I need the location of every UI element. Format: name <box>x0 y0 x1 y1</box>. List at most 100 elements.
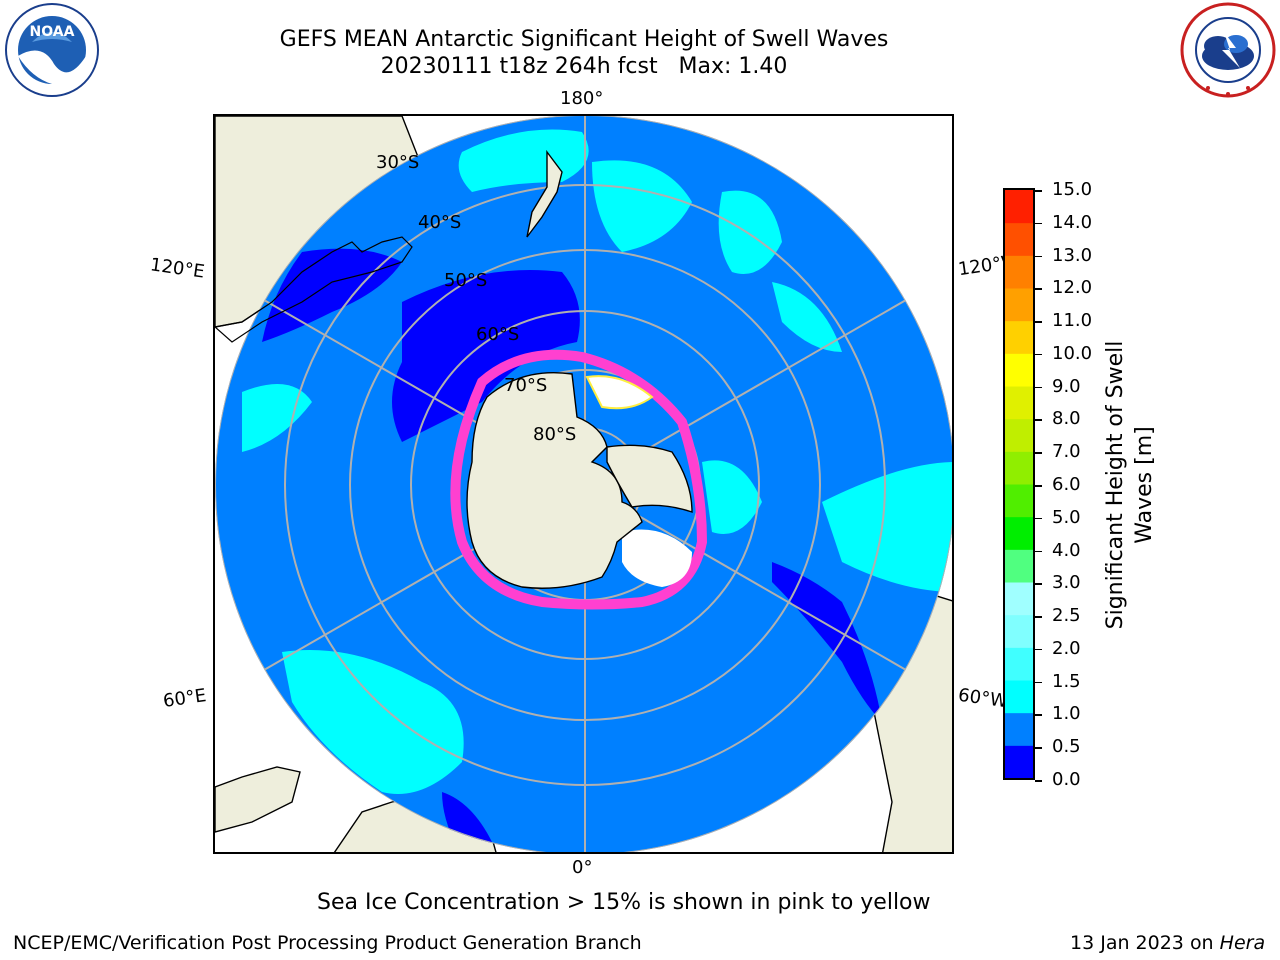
date-prefix: 13 Jan 2023 on <box>1070 932 1220 954</box>
colorbar-tick-mark <box>1035 648 1042 651</box>
map-title-line1: GEFS MEAN Antarctic Significant Height o… <box>279 27 889 52</box>
colorbar-swatch <box>1005 190 1033 224</box>
colorbar-swatch <box>1005 288 1033 322</box>
colorbar-tick-label: 14.0 <box>1052 211 1093 233</box>
noaa-logo: NOAA <box>2 2 102 102</box>
colorbar-tick-label: 10.0 <box>1052 342 1093 364</box>
sea-ice-weddell <box>622 529 692 587</box>
colorbar-tick-mark <box>1035 419 1042 421</box>
swell-region-cyan-8 <box>282 650 464 794</box>
colorbar-tick-mark <box>1035 616 1042 618</box>
colorbar-swatch <box>1005 386 1033 420</box>
swell-region-cyan-4 <box>772 282 842 352</box>
lat-label-50s: 50°S <box>444 270 488 291</box>
colorbar-swatch <box>1005 516 1033 550</box>
colorbar-tick-mark <box>1035 222 1042 225</box>
colorbar-tick-label: 0.5 <box>1052 736 1081 758</box>
lon-label-lower-right: 60°W <box>956 684 1009 713</box>
colorbar-title: Significant Height of Swell Waves [m] <box>1101 315 1159 655</box>
colorbar-title-line2: Waves [m] <box>1132 426 1157 544</box>
colorbar-tick-mark <box>1035 583 1042 585</box>
lat-label-30s: 30°S <box>376 152 420 173</box>
lat-label-80s: 80°S <box>533 424 577 445</box>
colorbar-tick-label: 8.0 <box>1052 408 1081 430</box>
nws-logo <box>1178 2 1278 102</box>
colorbar-tick-mark <box>1035 452 1042 454</box>
colorbar-tick-label: 11.0 <box>1052 310 1093 332</box>
colorbar-tick-mark <box>1035 386 1042 389</box>
lat-label-40s: 40°S <box>418 212 462 233</box>
sea-ice-ross <box>585 375 654 410</box>
lat-label-70s: 70°S <box>504 375 548 396</box>
colorbar-swatch <box>1005 484 1033 518</box>
colorbar-swatch <box>1005 647 1033 681</box>
polar-map <box>213 114 954 854</box>
colorbar-tick-mark <box>1035 485 1042 487</box>
sea-ice-note: Sea Ice Concentration > 15% is shown in … <box>317 890 931 915</box>
swell-region-cyan-3 <box>718 190 782 274</box>
date-host: Hera <box>1219 932 1266 954</box>
colorbar-swatches <box>1005 190 1033 778</box>
lon-label-upper-left: 120°E <box>148 254 206 283</box>
colorbar-tick-label: 13.0 <box>1052 244 1093 266</box>
colorbar-tick-label: 15.0 <box>1052 179 1093 200</box>
colorbar-tick-mark <box>1035 288 1042 290</box>
colorbar-swatch <box>1005 712 1033 746</box>
colorbar-tick-mark <box>1035 321 1042 323</box>
colorbar-tick-mark <box>1035 190 1042 192</box>
colorbar-tick-mark <box>1035 780 1042 782</box>
colorbar-tick-label: 0.0 <box>1052 769 1081 790</box>
colorbar-swatch <box>1005 745 1033 778</box>
colorbar-tick-label: 6.0 <box>1052 474 1081 495</box>
colorbar-tick-mark <box>1035 517 1042 520</box>
colorbar-tick-mark <box>1035 747 1042 749</box>
colorbar-swatch <box>1005 255 1033 289</box>
colorbar-tick-label: 1.0 <box>1052 703 1081 725</box>
swell-region-cyan-5 <box>242 384 312 452</box>
colorbar-swatch <box>1005 418 1033 452</box>
swell-region-cyan-6 <box>702 460 762 534</box>
madagascar-land <box>215 766 301 833</box>
credit-text: NCEP/EMC/Verification Post Processing Pr… <box>13 932 642 954</box>
east-antarctica-land <box>606 444 693 513</box>
colorbar-tick-label: 5.0 <box>1052 506 1081 528</box>
date-text: 13 Jan 2023 on Hera <box>1070 932 1265 954</box>
colorbar-swatch <box>1005 614 1033 648</box>
low-swell-region-1 <box>392 270 580 442</box>
swell-region-cyan-7 <box>822 462 952 592</box>
lon-label-lower-left: 60°E <box>161 685 208 712</box>
colorbar-tick-label: 3.0 <box>1052 572 1081 594</box>
colorbar-tick-mark <box>1035 353 1042 356</box>
polar-map-svg <box>215 116 952 852</box>
colorbar-tick-label: 4.0 <box>1052 539 1081 561</box>
colorbar-tick-label: 2.0 <box>1052 637 1081 659</box>
colorbar-tick-label: 2.5 <box>1052 605 1081 627</box>
antarctica-land <box>466 371 643 589</box>
colorbar-swatch <box>1005 353 1033 387</box>
colorbar-swatch <box>1005 222 1033 256</box>
colorbar-tick-mark <box>1035 681 1042 684</box>
noaa-logo-text: NOAA <box>30 24 75 40</box>
colorbar-swatch <box>1005 549 1033 583</box>
colorbar-swatch <box>1005 680 1033 714</box>
low-swell-region-3 <box>772 562 882 722</box>
colorbar-tick-label: 12.0 <box>1052 277 1093 299</box>
colorbar-tick-label: 7.0 <box>1052 441 1081 463</box>
lon-label-bottom: 0° <box>572 857 593 878</box>
lon-label-top: 180° <box>560 88 604 109</box>
colorbar-tick-mark <box>1035 714 1042 716</box>
colorbar <box>1003 188 1035 780</box>
colorbar-swatch <box>1005 451 1033 485</box>
colorbar-tick-mark <box>1035 255 1042 258</box>
colorbar-swatch <box>1005 582 1033 616</box>
colorbar-tick-label: 1.5 <box>1052 670 1081 692</box>
new-zealand-land <box>526 149 563 238</box>
sea-ice-edge <box>450 349 708 610</box>
lat-label-60s: 60°S <box>476 324 520 345</box>
map-title-line2: 20230111 t18z 264h fcst Max: 1.40 <box>380 54 788 79</box>
colorbar-tick-mark <box>1035 550 1042 553</box>
colorbar-tick-label: 9.0 <box>1052 375 1081 397</box>
swell-region-cyan-2 <box>592 160 692 252</box>
colorbar-swatch <box>1005 320 1033 354</box>
colorbar-title-line1: Significant Height of Swell <box>1103 340 1128 630</box>
